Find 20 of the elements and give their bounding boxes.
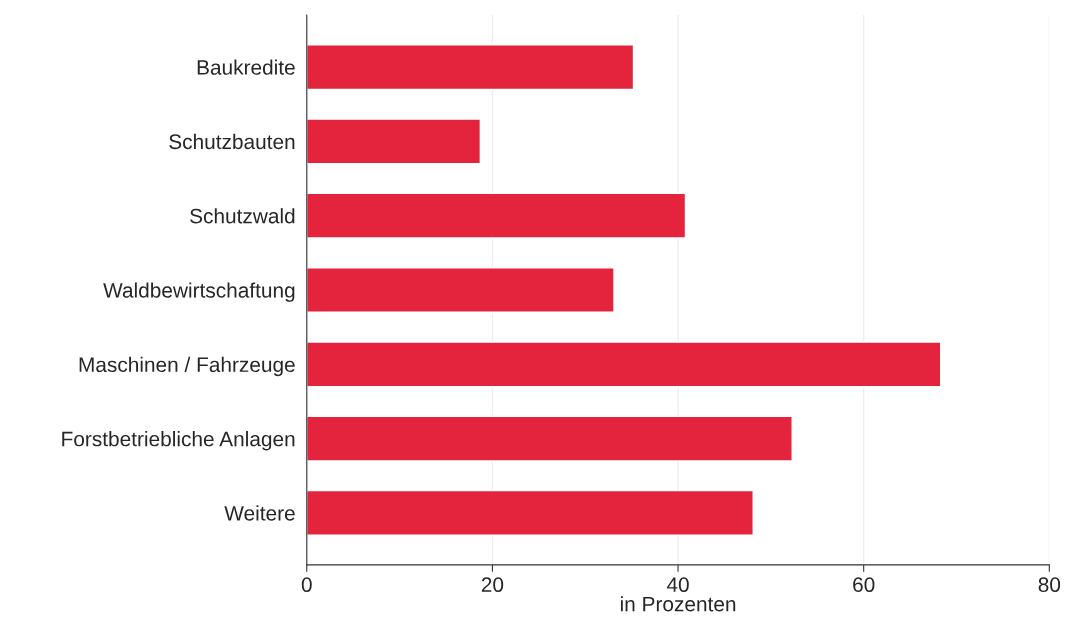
x-tick-label: 80 <box>1038 577 1061 593</box>
x-tick-label: 40 <box>666 577 689 593</box>
bar <box>306 44 635 91</box>
x-tick-label: 20 <box>481 577 504 593</box>
x-tick-label: 0 <box>301 577 312 593</box>
bar <box>306 415 793 462</box>
y-tick-label: Weitere <box>224 505 295 521</box>
bar <box>306 489 754 536</box>
y-tick-label: Forstbetriebliche Anlagen <box>62 431 295 451</box>
y-tick-label: Maschinen / Fahrzeuge <box>79 356 295 377</box>
bar <box>306 267 615 313</box>
x-axis-title: in Prozenten <box>620 596 736 612</box>
y-tick-label: Schutzbauten <box>169 133 295 150</box>
y-tick-label: Schutzwald <box>190 208 295 224</box>
bar <box>306 118 482 165</box>
bar <box>306 192 687 239</box>
y-tick-label: Baukredite <box>197 59 295 75</box>
bar <box>306 341 942 388</box>
x-tick-label: 60 <box>853 577 875 593</box>
y-tick-label: Waldbewirtschaftung <box>103 282 295 302</box>
